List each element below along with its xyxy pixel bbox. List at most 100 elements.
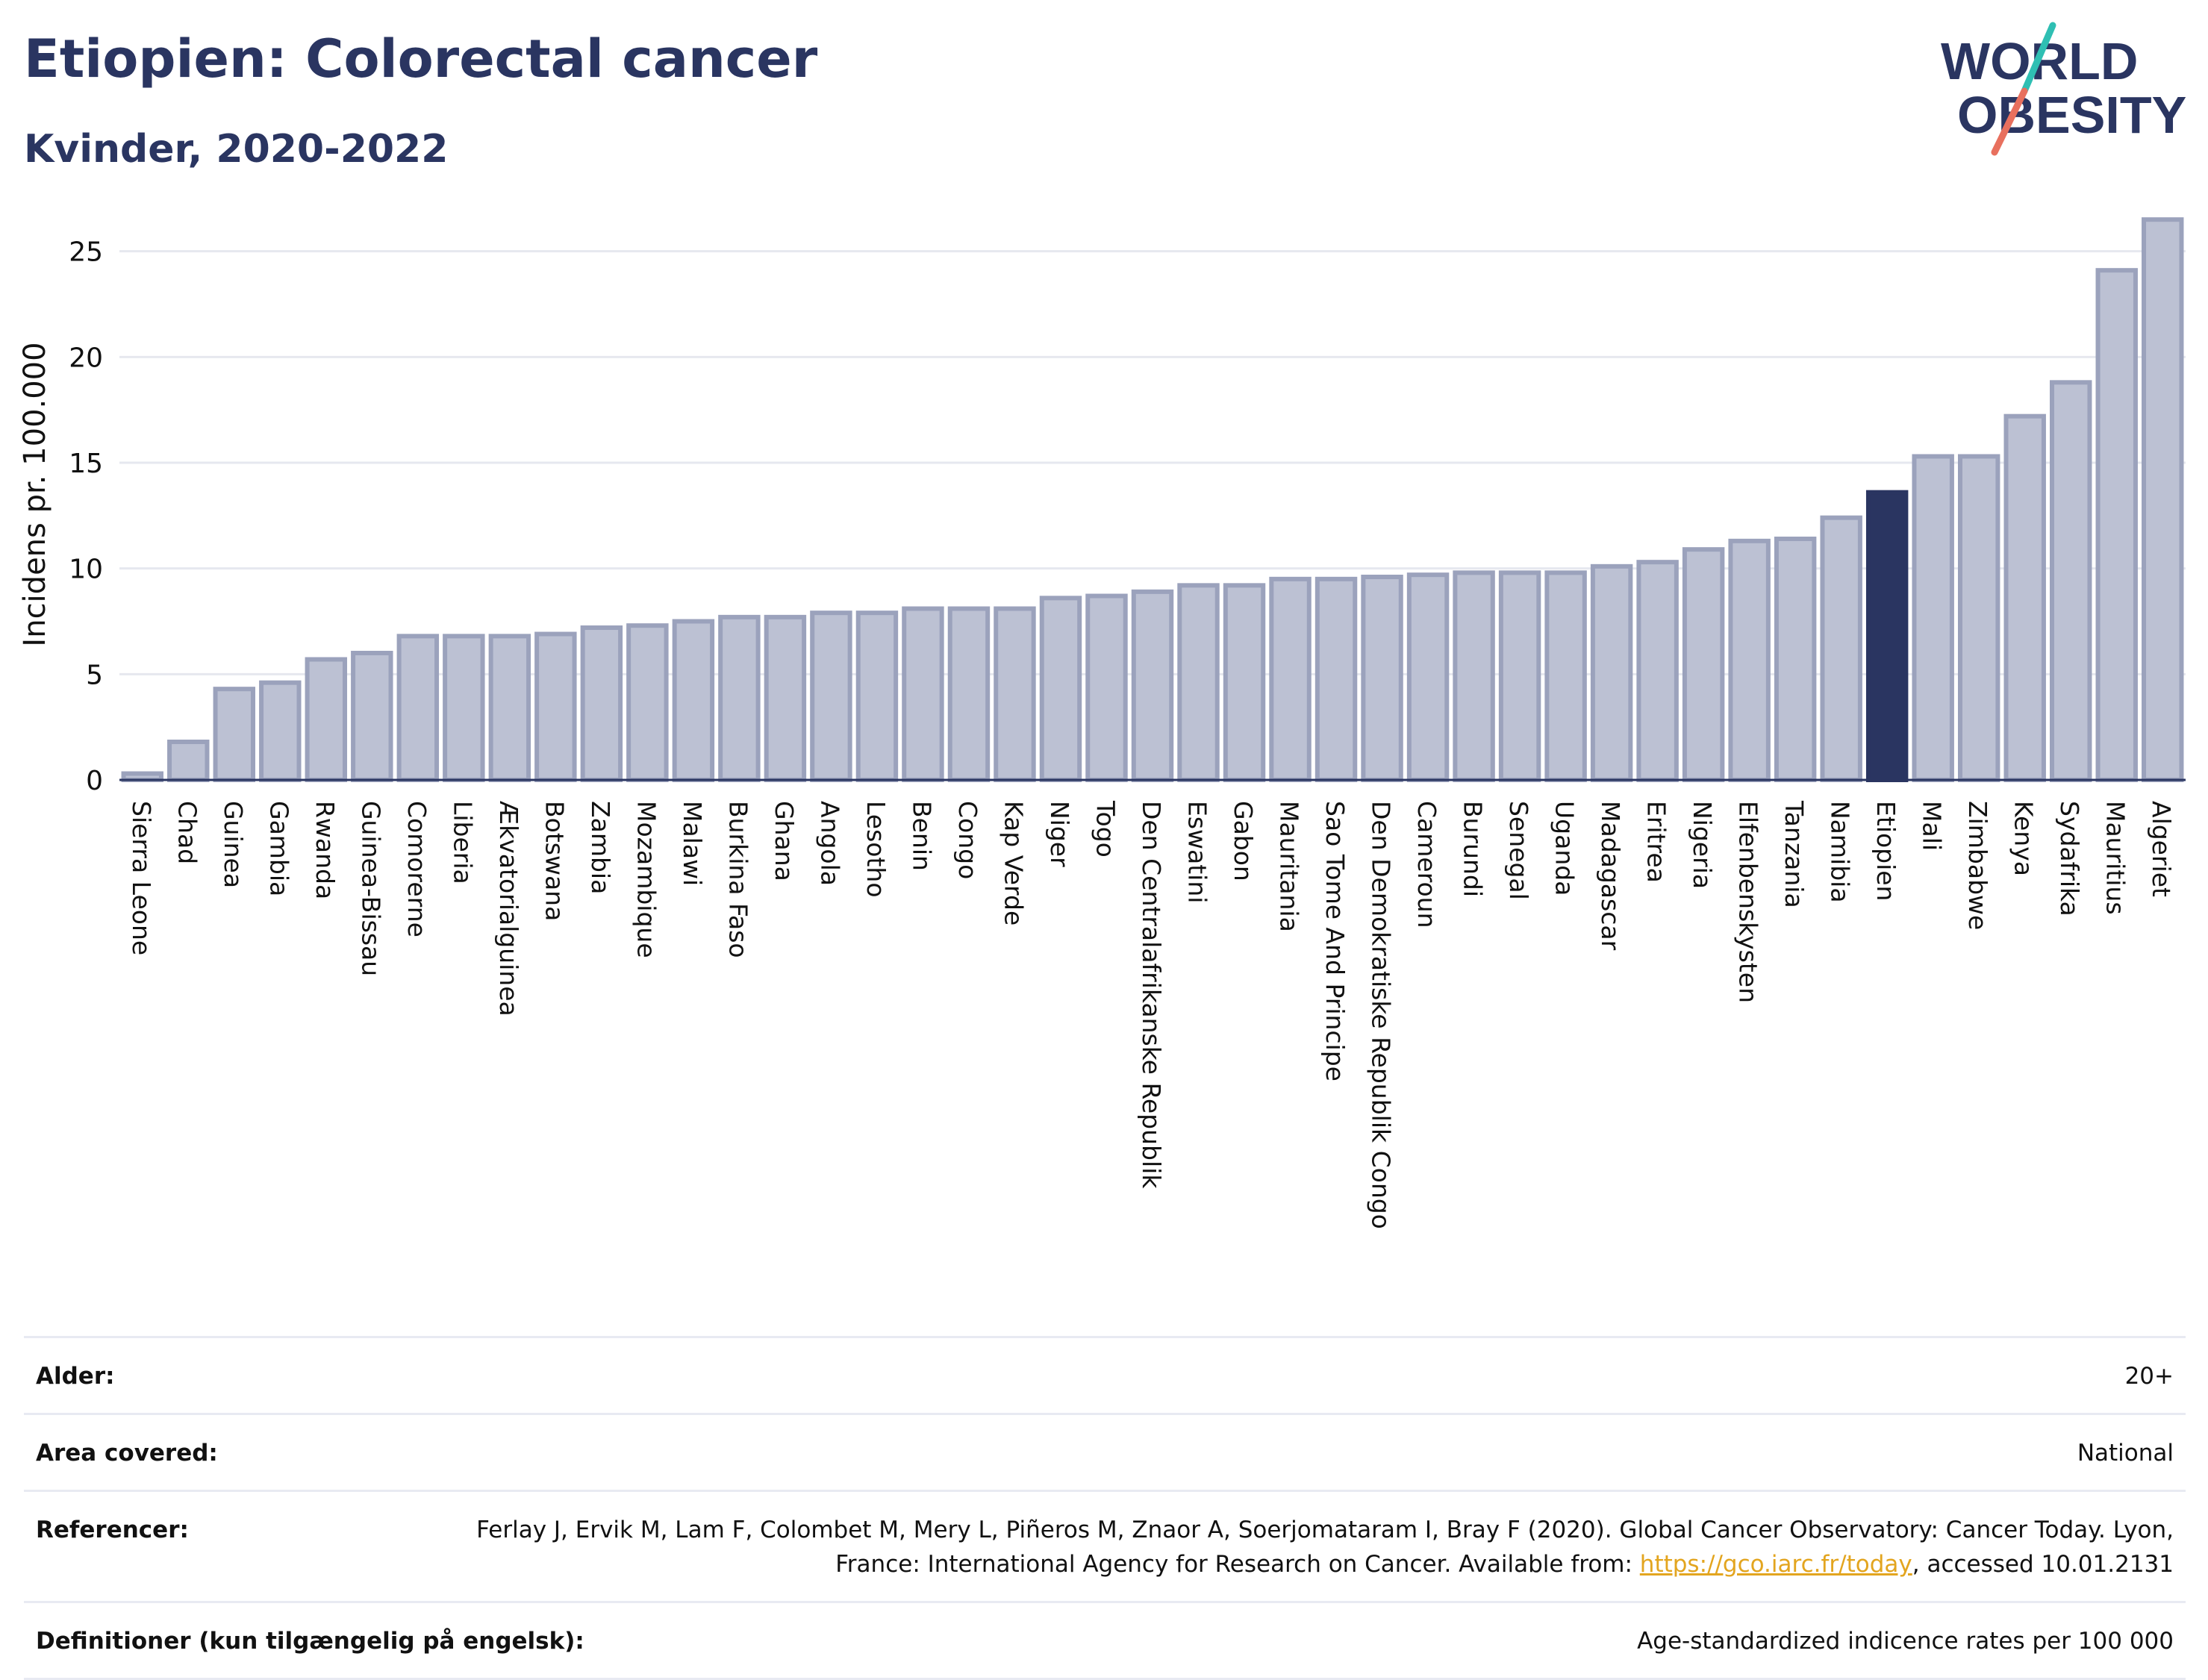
bar	[1039, 596, 1082, 782]
bar	[994, 606, 1036, 782]
x-tick-label: Benin	[907, 801, 936, 871]
bar	[1361, 575, 1403, 782]
logo-slash-teal	[2021, 22, 2056, 95]
bar	[764, 614, 807, 782]
y-axis-title: Incidens pr. 100.000	[18, 342, 52, 646]
y-tick-label: 5	[86, 660, 103, 690]
y-tick-label: 15	[69, 449, 103, 479]
bar-chart: 0 5 10 15 20 25 Sierra Leone Chad Guinea Gambia R…	[18, 217, 2186, 1229]
bar	[718, 614, 761, 782]
bar	[2142, 217, 2184, 782]
bar	[396, 634, 440, 782]
bar	[947, 606, 991, 782]
bar	[810, 611, 852, 783]
x-tick-label: Niger	[1045, 801, 1074, 867]
bar	[1728, 538, 1771, 782]
x-tick-label: Etiopien	[1871, 801, 1900, 901]
x-tick-label: Cameroun	[1412, 801, 1441, 928]
references-label: Referencer:	[36, 1517, 189, 1543]
bar	[2050, 380, 2092, 782]
bar	[2095, 268, 2138, 782]
bar	[1682, 547, 1725, 783]
info-table: Alder: 20+ Area covered: National Refere…	[24, 1336, 2186, 1680]
x-tick-label: Uganda	[1550, 801, 1579, 896]
references-accessed: , accessed 10.01.2131	[1912, 1551, 2174, 1578]
bar	[1498, 570, 1541, 782]
x-tick-label: Namibia	[1826, 801, 1855, 903]
bar	[488, 634, 531, 782]
info-row-definitions: Definitioner (kun tilgængelig på engelsk…	[24, 1603, 2186, 1680]
age-value: 20+	[2124, 1363, 2174, 1390]
x-tick-label: Sao Tome And Principe	[1320, 801, 1350, 1081]
bar	[1636, 560, 1679, 783]
area-label: Area covered:	[36, 1440, 218, 1467]
x-tick-label: Chad	[172, 801, 202, 864]
x-tick-label: Den Demokratiske Republik Congo	[1367, 801, 1396, 1229]
bar	[1957, 454, 2000, 782]
world-obesity-logo: WORLD OBESITY	[1941, 22, 2186, 156]
x-axis-labels: Sierra Leone Chad Guinea Gambia Rwanda Guinea…	[127, 800, 2176, 1229]
x-tick-label: Senegal	[1504, 801, 1533, 900]
x-tick-label: Mali	[1918, 801, 1947, 851]
info-row-age: Alder: 20+	[24, 1338, 2186, 1415]
logo-text-obesity: OBESITY	[1957, 86, 2186, 144]
x-tick-label: Zimbabwe	[1963, 801, 1992, 930]
references-value: Ferlay J, Ervik M, Lam F, Colombet M, Me…	[457, 1513, 2174, 1581]
x-tick-label: Congo	[953, 801, 982, 879]
y-tick-label: 0	[86, 766, 103, 796]
bar	[443, 634, 485, 782]
bar	[2003, 413, 2046, 783]
bar	[351, 651, 393, 782]
x-tick-label: Algeriet	[2147, 801, 2176, 897]
bar-highlighted	[1865, 490, 1909, 783]
x-tick-label: Nigeria	[1688, 801, 1717, 889]
x-tick-label: Angola	[815, 801, 844, 886]
x-tick-label: Guinea-Bissau	[356, 801, 385, 976]
x-tick-label: Sierra Leone	[127, 801, 156, 955]
bar	[626, 623, 669, 783]
bar	[672, 619, 715, 782]
bar	[1912, 454, 1954, 782]
x-tick-label: Lesotho	[861, 801, 891, 898]
x-tick-label: Den Centralafrikanske Republik	[1137, 801, 1166, 1189]
x-tick-label: Eritrea	[1642, 801, 1671, 883]
x-tick-label: Gambia	[264, 801, 293, 896]
x-tick-label: Guinea	[219, 801, 248, 888]
age-label: Alder:	[36, 1363, 115, 1390]
area-value: National	[2077, 1440, 2174, 1467]
x-tick-label: Gabon	[1229, 801, 1258, 881]
x-tick-label: Burkina Faso	[723, 801, 752, 958]
bar	[1406, 572, 1450, 783]
info-row-area: Area covered: National	[24, 1415, 2186, 1492]
bar	[534, 631, 577, 782]
references-text: Ferlay J, Ervik M, Lam F, Colombet M, Me…	[476, 1517, 2174, 1578]
references-link[interactable]: https://gco.iarc.fr/today	[1639, 1551, 1912, 1578]
bar	[1820, 515, 1862, 783]
x-tick-label: Malawi	[678, 801, 707, 886]
x-tick-label: Liberia	[448, 801, 477, 884]
x-tick-label: Zambia	[586, 801, 615, 894]
bar	[1590, 563, 1633, 782]
x-tick-label: Ækvatorialguinea	[494, 801, 523, 1017]
x-tick-label: Rwanda	[311, 801, 340, 899]
x-tick-label: Comorerne	[402, 801, 431, 937]
definitions-label: Definitioner (kun tilgængelig på engelsk…	[36, 1628, 584, 1655]
y-tick-label: 25	[69, 237, 103, 268]
bar	[305, 657, 348, 782]
bar	[902, 606, 944, 782]
x-tick-label: Eswatini	[1183, 801, 1212, 903]
chart-subtitle: Kvinder, 2020-2022	[24, 127, 449, 172]
bar	[1177, 583, 1220, 782]
bar	[1314, 576, 1358, 782]
x-tick-label: Kenya	[2009, 801, 2039, 876]
bar	[1131, 589, 1174, 782]
x-tick-label: Mauritania	[1275, 801, 1304, 932]
x-tick-label: Burundi	[1459, 801, 1488, 897]
bars	[121, 217, 2184, 783]
bar	[1774, 537, 1817, 782]
x-tick-label: Elfenbenskysten	[1734, 801, 1763, 1003]
bar	[259, 680, 302, 783]
chart-title: Etiopien: Colorectal cancer	[24, 28, 818, 90]
x-tick-label: Kap Verde	[999, 801, 1028, 925]
bar	[580, 625, 623, 782]
